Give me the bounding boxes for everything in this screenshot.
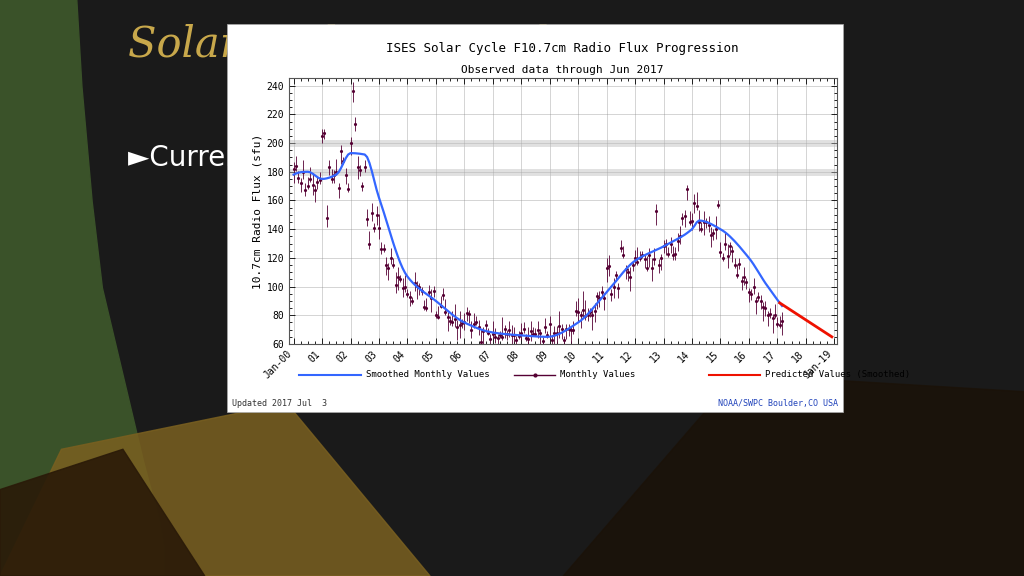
Predicted Values (Smoothed) [814, 325, 826, 332]
Text: NOAA/SWPC Boulder,CO USA: NOAA/SWPC Boulder,CO USA [718, 399, 838, 408]
Smoothed Monthly Values [742, 255, 755, 262]
Text: ►Current Solar Cycle:: ►Current Solar Cycle: [128, 144, 427, 172]
Predicted Values (Smoothed) [785, 307, 798, 314]
Polygon shape [0, 403, 430, 576]
Text: Updated 2017 Jul  3: Updated 2017 Jul 3 [232, 399, 328, 408]
Predicted Values (Smoothed) [793, 312, 805, 319]
Predicted Values (Smoothed) [787, 309, 800, 316]
Text: ISES Solar Cycle F10.7cm Radio Flux Progression: ISES Solar Cycle F10.7cm Radio Flux Prog… [386, 42, 739, 55]
Polygon shape [0, 449, 205, 576]
Polygon shape [563, 374, 1024, 576]
Predicted Values (Smoothed) [773, 300, 785, 306]
Predicted Values (Smoothed) [821, 330, 834, 337]
Predicted Values (Smoothed) [823, 332, 836, 339]
Predicted Values (Smoothed) [816, 327, 828, 334]
Text: Predicted Values (Smoothed): Predicted Values (Smoothed) [765, 370, 910, 379]
Smoothed Monthly Values [776, 302, 788, 309]
Predicted Values (Smoothed) [780, 304, 793, 311]
Smoothed Monthly Values [344, 150, 356, 157]
Predicted Values (Smoothed) [791, 310, 803, 317]
Predicted Values (Smoothed) [805, 320, 817, 327]
Smoothed Monthly Values [288, 171, 300, 178]
Predicted Values (Smoothed) [825, 334, 838, 340]
Text: Monthly Values: Monthly Values [560, 370, 636, 379]
Predicted Values (Smoothed) [807, 321, 819, 328]
Text: Solar Radiation and Propagation:: Solar Radiation and Propagation: [128, 23, 834, 66]
Smoothed Monthly Values [425, 294, 437, 301]
Smoothed Monthly Values [541, 334, 553, 340]
Y-axis label: 10.7cm Radio Flux (sfu): 10.7cm Radio Flux (sfu) [252, 134, 262, 289]
Predicted Values (Smoothed) [798, 315, 810, 322]
Predicted Values (Smoothed) [778, 302, 791, 309]
Smoothed Monthly Values [700, 218, 713, 225]
Text: Observed data through Jun 2017: Observed data through Jun 2017 [462, 65, 664, 75]
Line: Predicted Values (Smoothed): Predicted Values (Smoothed) [779, 303, 831, 337]
Line: Smoothed Monthly Values: Smoothed Monthly Values [294, 153, 782, 337]
Polygon shape [0, 0, 164, 576]
Predicted Values (Smoothed) [811, 324, 823, 331]
Smoothed Monthly Values [600, 289, 612, 296]
Predicted Values (Smoothed) [795, 313, 807, 320]
Predicted Values (Smoothed) [800, 316, 812, 323]
Smoothed Monthly Values [663, 240, 675, 247]
Predicted Values (Smoothed) [818, 329, 830, 336]
Predicted Values (Smoothed) [809, 323, 821, 329]
Smoothed Monthly Values [693, 217, 706, 224]
Predicted Values (Smoothed) [776, 301, 788, 308]
Text: Smoothed Monthly Values: Smoothed Monthly Values [366, 370, 489, 379]
Predicted Values (Smoothed) [783, 306, 796, 313]
Predicted Values (Smoothed) [802, 318, 814, 325]
